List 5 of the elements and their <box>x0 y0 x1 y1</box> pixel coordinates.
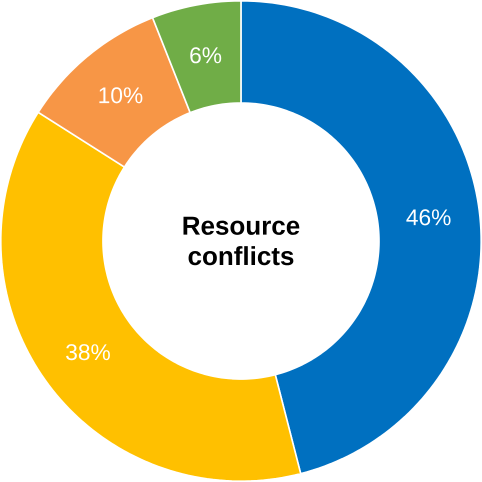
data-label: 46% <box>406 209 451 226</box>
data-label: 38% <box>66 344 110 360</box>
data-label: 10% <box>99 87 142 104</box>
data-label: 6% <box>190 47 222 64</box>
text: Resource conflicts <box>183 216 300 266</box>
